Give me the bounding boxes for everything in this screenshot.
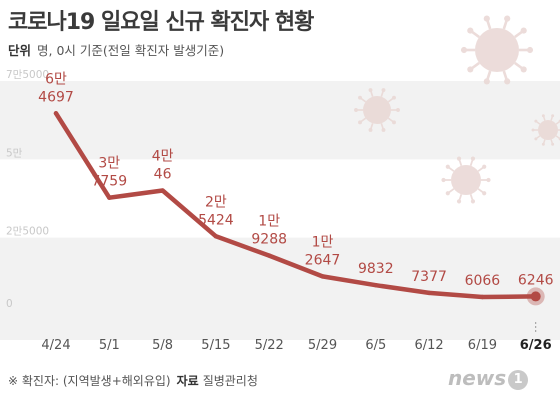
data-point [373, 282, 378, 288]
x-tick-label: 5/8 [152, 338, 173, 353]
y-tick-label: 0 [6, 298, 13, 310]
x-tick-label: 5/22 [255, 338, 284, 353]
data-label: 5424 [198, 212, 234, 228]
y-tick-label: 5만 [6, 147, 23, 159]
data-point [426, 290, 432, 296]
unit-note: 단위 명, 0시 기준(전일 확진자 발생기준) [8, 40, 224, 59]
x-tick-label: 6/19 [468, 338, 497, 353]
chart-title: 코로나19 일요일 신규 확진자 현황 [8, 10, 314, 35]
data-point [213, 234, 219, 239]
data-label-top: 3만 [98, 156, 120, 172]
news1-logo: news 1 [448, 366, 529, 390]
y-tick-label: 2만5000 [6, 226, 49, 238]
source-label: 자료 [176, 374, 199, 388]
data-label: 6066 [465, 273, 501, 289]
virus-icon [460, 15, 534, 85]
data-label: 9288 [251, 232, 287, 248]
plot-band [0, 237, 560, 340]
footnote-text: ※ 확진자: (지역발생+해외유입) [8, 374, 171, 388]
y-tick-label: 7만5000 [6, 69, 49, 81]
data-point [267, 253, 272, 258]
x-tick-label: 5/29 [308, 338, 337, 353]
data-point [480, 294, 485, 300]
x-tick-label: 6/12 [414, 338, 443, 353]
footer-note: ※ 확진자: (지역발생+해외유입) 자료 질병관리청 [8, 372, 258, 389]
data-point [320, 274, 325, 279]
data-label: 6246 [518, 272, 554, 288]
series-line [53, 111, 538, 300]
data-label: 7377 [411, 269, 447, 285]
data-label: 46 [154, 167, 172, 183]
data-point [160, 188, 165, 193]
x-tick-label: 4/24 [41, 338, 70, 353]
data-label-top: 2만 [205, 194, 227, 210]
virus-icon [441, 156, 491, 204]
data-label-top: 4만 [152, 149, 174, 165]
data-label: 9832 [358, 261, 394, 277]
data-label-top: 1만 [312, 234, 334, 250]
unit-text: 명, 0시 기준(전일 확진자 발생기준) [37, 43, 225, 58]
data-label: 4697 [38, 89, 74, 105]
x-tick-label: 6/5 [365, 338, 386, 353]
logo-badge: 1 [508, 370, 529, 390]
logo-text: news [448, 366, 507, 390]
data-point [53, 111, 59, 116]
data-label-top: 6만 [45, 71, 67, 87]
unit-label: 단위 [8, 43, 32, 58]
x-tick-label: 5/15 [201, 338, 230, 353]
x-tick-label: 5/1 [99, 338, 120, 353]
virus-icon [531, 114, 560, 146]
data-label: 2647 [305, 252, 341, 268]
data-point [530, 291, 541, 302]
virus-icon [354, 88, 400, 132]
x-tick-label: 6/26 [520, 338, 552, 353]
source-text: 질병관리청 [202, 374, 258, 388]
plot-band [0, 81, 560, 160]
data-label-top: 1만 [258, 214, 280, 230]
data-point [107, 195, 112, 200]
data-label: 7759 [91, 174, 127, 190]
